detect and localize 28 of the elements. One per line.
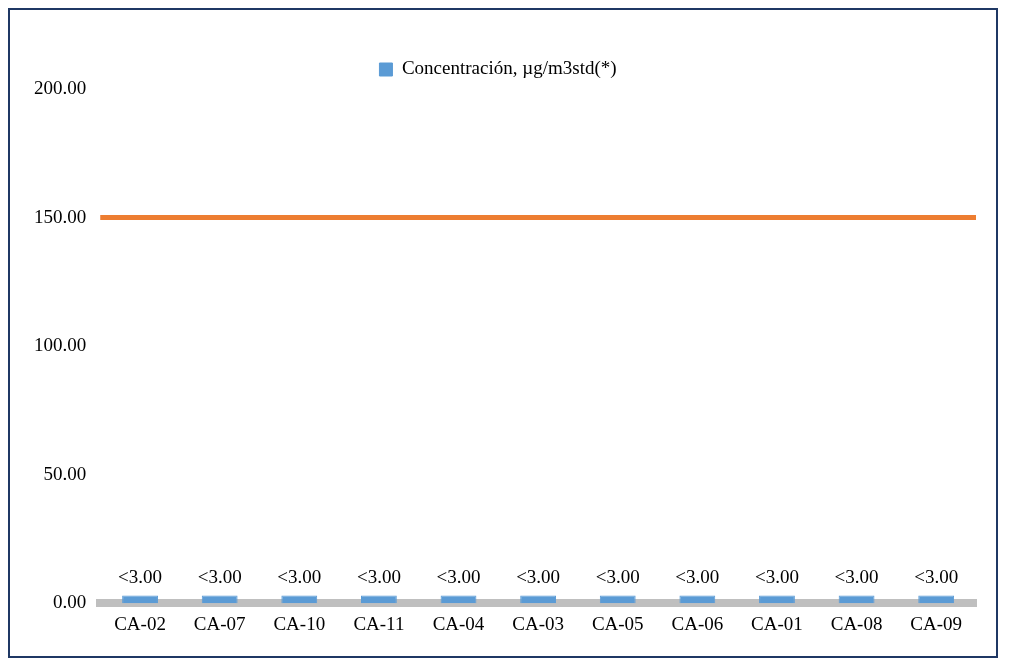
x-tick-label: CA-03 <box>512 612 564 634</box>
legend-label: Concentración, µg/m3std(*) <box>401 57 617 80</box>
x-tick-label: CA-04 <box>432 612 485 634</box>
data-label: <3.00 <box>436 565 481 587</box>
data-label: <3.00 <box>754 565 799 587</box>
data-label: <3.00 <box>516 565 561 587</box>
data-label: <3.00 <box>914 565 959 587</box>
x-tick-label: CA-11 <box>353 612 405 634</box>
x-tick-label: CA-05 <box>591 612 644 634</box>
data-label: <3.00 <box>675 565 720 587</box>
data-label: <3.00 <box>277 565 322 587</box>
x-tick-label: CA-07 <box>193 612 246 634</box>
data-label: <3.00 <box>118 565 163 587</box>
data-label: <3.00 <box>197 565 242 587</box>
y-tick-label: 50.00 <box>43 462 87 484</box>
x-tick-label: CA-08 <box>830 612 883 634</box>
x-tick-label: CA-02 <box>114 612 166 634</box>
y-tick-label: 200.00 <box>34 76 87 98</box>
x-tick-label: CA-09 <box>910 612 963 634</box>
data-label: <3.00 <box>834 565 879 587</box>
data-label: <3.00 <box>595 565 640 587</box>
y-tick-label: 0.00 <box>53 591 87 613</box>
data-label: <3.00 <box>356 565 401 587</box>
x-tick-label: CA-01 <box>751 612 803 634</box>
y-tick-label: 100.00 <box>34 334 87 356</box>
x-tick-label: CA-10 <box>273 612 326 634</box>
y-tick-label: 150.00 <box>34 205 87 227</box>
x-tick-label: CA-06 <box>671 612 724 634</box>
